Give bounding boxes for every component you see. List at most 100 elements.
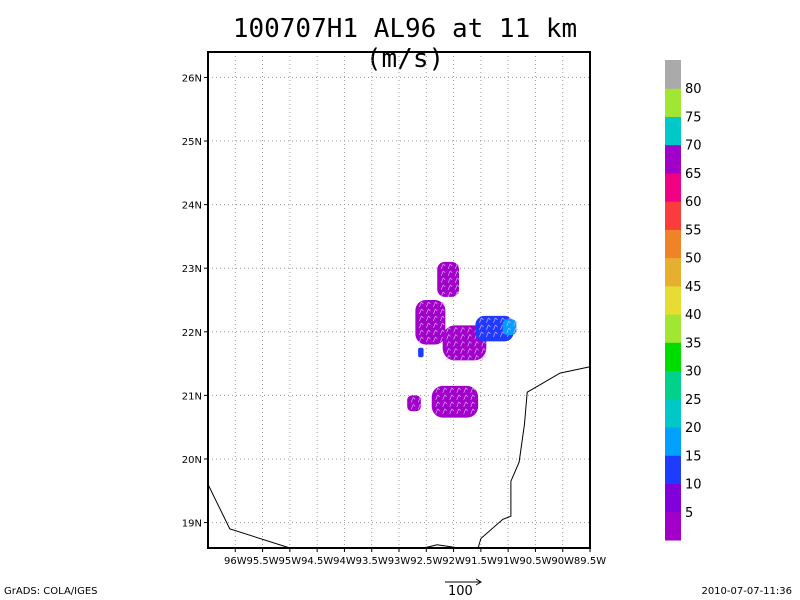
lon-tick-label: 96W	[224, 556, 247, 567]
colorbar-label: 5	[685, 506, 693, 521]
wind-barb	[479, 317, 484, 324]
wind-barb	[506, 320, 511, 327]
wind-barb	[440, 308, 445, 315]
colorbar-segment	[665, 483, 681, 513]
wind-barb	[460, 334, 465, 340]
colorbar-segment	[665, 88, 681, 117]
wind-barb	[467, 355, 472, 361]
colorbar-label: 20	[685, 421, 702, 436]
lat-tick-label: 24N	[182, 201, 202, 212]
wind-barb	[481, 341, 486, 347]
wind-barb	[486, 317, 491, 324]
lat-tick-label: 22N	[182, 328, 202, 339]
wind-barb	[447, 277, 453, 283]
wind-barb	[453, 341, 458, 347]
wind-barb	[433, 315, 438, 322]
lat-tick-label: 25N	[182, 137, 202, 148]
wind-barb	[513, 327, 518, 334]
wind-patch-east-arm-tip	[502, 319, 517, 335]
lon-tick-label: 93.5W	[356, 556, 388, 567]
wind-barb	[463, 401, 468, 407]
wind-barb	[463, 408, 468, 414]
colorbar-segment	[665, 116, 681, 146]
lat-tick-label: 23N	[182, 264, 202, 275]
wind-barb	[470, 387, 475, 393]
wind-barb	[513, 320, 518, 327]
lon-tick-label: 92.5W	[410, 556, 442, 567]
wind-barb	[449, 387, 454, 393]
wind-barb	[440, 329, 445, 336]
wind-barb	[456, 401, 461, 407]
wind-barb	[467, 334, 472, 340]
wind-barb	[493, 331, 498, 338]
wind-barb	[467, 327, 472, 333]
wind-barb	[426, 315, 431, 322]
wind-barb	[460, 348, 465, 354]
wind-patch-south-fleck	[418, 347, 424, 358]
wind-barb	[449, 394, 454, 400]
wind-barb	[493, 317, 498, 324]
wind-barb	[474, 348, 479, 354]
wind-barb	[435, 401, 440, 407]
wind-barb	[500, 317, 505, 324]
wind-barb	[433, 301, 438, 308]
lon-tick-label: 95.5W	[246, 556, 278, 567]
lon-tick-label: 90W	[551, 556, 574, 567]
wind-barb	[440, 291, 446, 297]
lat-tick-label: 26N	[182, 73, 202, 84]
wind-barb	[453, 348, 458, 354]
colorbar-segment	[665, 314, 681, 343]
wind-barb	[470, 408, 475, 414]
wind-barb	[417, 404, 423, 410]
wind-patch-north-lobe	[437, 261, 460, 297]
colorbar-label: 70	[685, 139, 702, 154]
wind-barb	[433, 329, 438, 336]
wind-barb	[419, 322, 424, 329]
lat-tick-label: 21N	[182, 391, 202, 402]
wind-barb	[433, 336, 438, 343]
wind-barb	[456, 394, 461, 400]
wind-barb	[419, 336, 424, 343]
wind-barb	[440, 301, 445, 308]
wind-barb	[449, 408, 454, 414]
wind-barb	[456, 387, 461, 393]
wind-barb	[440, 284, 446, 290]
wind-barb	[463, 394, 468, 400]
lon-tick-label: 90.5W	[519, 556, 551, 567]
wind-barb	[446, 341, 451, 347]
wind-barb	[470, 401, 475, 407]
vector-reference-label: 100	[448, 584, 473, 599]
colorbar-segment	[665, 455, 681, 485]
colorbar-label: 80	[685, 82, 702, 97]
wind-barb	[426, 308, 431, 315]
wind-barb	[440, 315, 445, 322]
colorbar-label: 75	[685, 110, 702, 125]
colorbar-label: 25	[685, 393, 702, 408]
wind-barb	[486, 331, 491, 338]
wind-barb	[453, 334, 458, 340]
wind-barb	[426, 301, 431, 308]
wind-barb	[447, 291, 453, 297]
wind-barb	[442, 387, 447, 393]
wind-barb	[449, 401, 454, 407]
wind-barb	[440, 270, 446, 276]
wind-barb	[410, 397, 416, 403]
wind-barb	[506, 327, 511, 334]
wind-barb	[447, 270, 453, 276]
wind-barb	[426, 322, 431, 329]
lat-tick-label: 20N	[182, 455, 202, 466]
colorbar-segment	[665, 342, 681, 372]
wind-barb	[426, 336, 431, 343]
wind-barb	[453, 327, 458, 333]
wind-barb	[440, 322, 445, 329]
wind-barb	[419, 315, 424, 322]
wind-barb	[419, 301, 424, 308]
wind-barb	[467, 348, 472, 354]
wind-barb	[467, 341, 472, 347]
wind-barb	[435, 408, 440, 414]
lon-tick-label: 94W	[333, 556, 356, 567]
coastline-mexico-west	[207, 484, 291, 549]
colorbar-label: 55	[685, 223, 702, 238]
coastline-yucatan	[477, 366, 591, 549]
wind-barb	[419, 308, 424, 315]
